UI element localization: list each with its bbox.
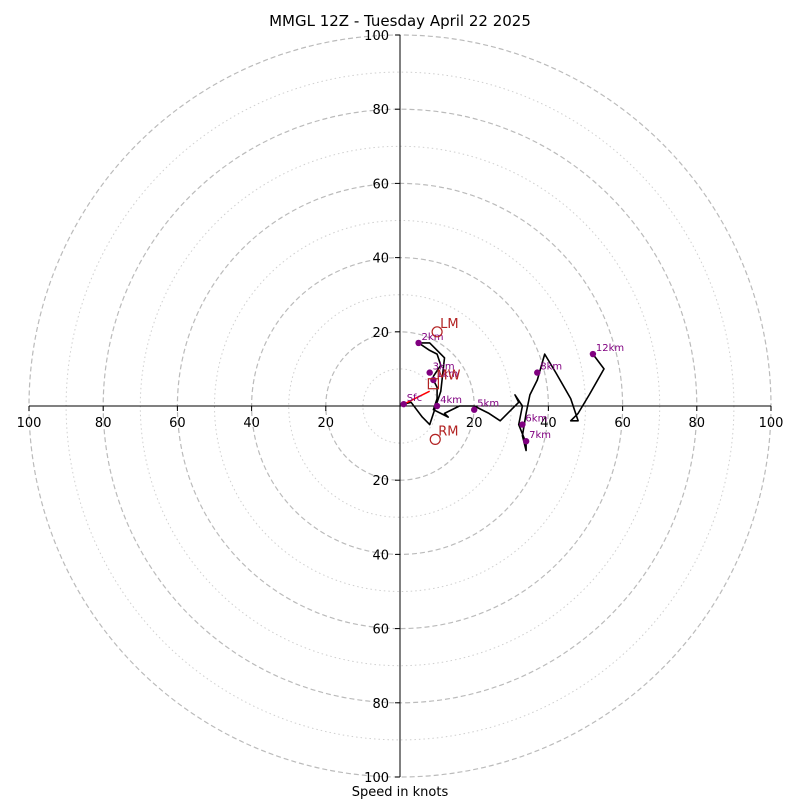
axes xyxy=(29,35,771,777)
tick-label-bottom: 100 xyxy=(364,771,389,786)
tick-label-top: 40 xyxy=(372,252,389,267)
tick-label-left: 40 xyxy=(243,416,260,431)
motion-marker xyxy=(427,378,439,390)
motion-label: LM xyxy=(440,317,458,332)
height-marker xyxy=(415,339,422,347)
height-marker xyxy=(589,350,597,358)
shear-vector xyxy=(403,390,431,405)
tick-label-top: 60 xyxy=(372,177,389,192)
motion-marker xyxy=(429,433,441,445)
motion-label: MW xyxy=(436,369,460,384)
height-label: 6km xyxy=(525,414,547,425)
tick-label-left: 20 xyxy=(318,416,335,431)
tick-label-top: 100 xyxy=(364,29,389,44)
tick-label-top: 20 xyxy=(372,326,389,341)
height-marker xyxy=(471,406,478,413)
chart-title: MMGL 12Z - Tuesday April 22 2025 xyxy=(269,12,531,30)
tick-label-right: 80 xyxy=(689,416,706,431)
height-label: 4km xyxy=(440,395,462,406)
tick-label-bottom: 40 xyxy=(372,548,389,563)
motion-label: RM xyxy=(438,424,458,439)
tick-label-top: 80 xyxy=(372,103,389,118)
tick-label-left: 60 xyxy=(169,416,186,431)
tick-label-bottom: 60 xyxy=(372,623,389,638)
height-label: 3km xyxy=(433,362,455,373)
height-marker xyxy=(400,400,407,408)
height-label: Sfc xyxy=(407,393,422,404)
height-label: 1km xyxy=(436,369,458,380)
height-label: 12km xyxy=(596,343,624,354)
tick-label-left: 80 xyxy=(95,416,112,431)
storm-motion-markers: LM MW RM xyxy=(427,317,461,445)
tick-label-right: 100 xyxy=(759,416,784,431)
height-markers: Sfc 1km 2km 3km 4km 5km 6km 7km 8km 12km xyxy=(400,332,624,445)
height-marker xyxy=(433,402,441,410)
height-label: 5km xyxy=(477,399,499,410)
x-axis-label: Speed in knots xyxy=(352,785,449,800)
tick-label-right: 40 xyxy=(540,416,557,431)
height-label: 7km xyxy=(529,430,551,441)
tick-label-left: 100 xyxy=(17,416,42,431)
height-marker xyxy=(522,438,530,445)
height-label: 2km xyxy=(422,332,444,343)
height-marker xyxy=(534,369,541,376)
tick-label-right: 20 xyxy=(466,416,483,431)
height-marker xyxy=(519,421,526,428)
height-label: 8km xyxy=(540,362,562,373)
height-marker xyxy=(426,369,433,376)
motion-marker xyxy=(431,326,443,338)
tick-label-bottom: 20 xyxy=(372,474,389,489)
tick-label-bottom: 80 xyxy=(372,697,389,712)
tick-label-right: 60 xyxy=(614,416,631,431)
